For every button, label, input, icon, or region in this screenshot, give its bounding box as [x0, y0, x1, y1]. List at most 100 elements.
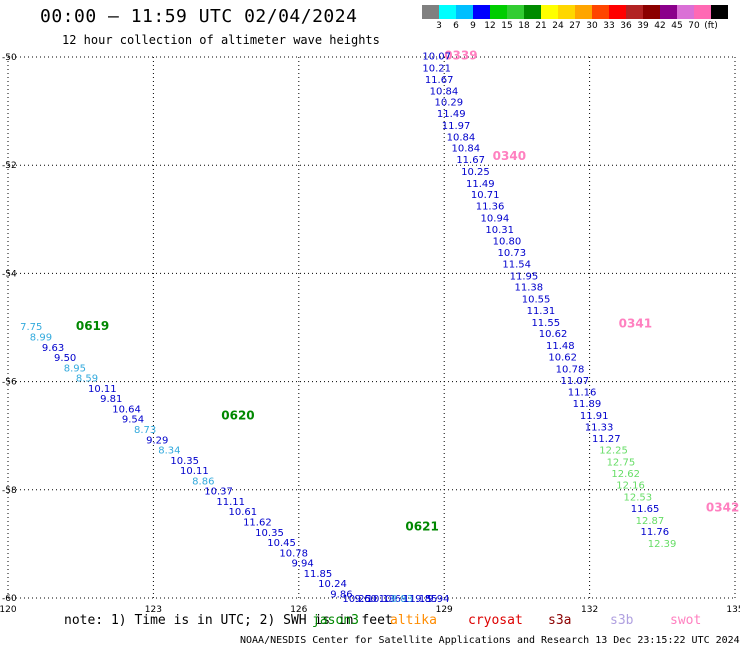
colorbar-swatch: [575, 5, 592, 19]
note-text: note: 1) Time is in UTC; 2) SWH is in fe…: [64, 613, 393, 628]
wave-height-label: 12.53: [624, 493, 653, 504]
wave-height-label: 8.83: [391, 594, 413, 605]
colorbar-tick-label: (ft): [704, 21, 718, 31]
colorbar-tick-label: 12: [484, 21, 496, 31]
wave-height-label: 8.59: [76, 374, 98, 385]
wave-height-label: 7.75: [20, 322, 42, 333]
wave-height-label: 10.24: [318, 579, 347, 590]
wave-height-label: 10.73: [498, 248, 527, 259]
x-tick-label: 123: [145, 605, 162, 615]
wave-height-label: 9.85: [415, 594, 437, 605]
y-tick-label: -58: [2, 486, 17, 496]
wave-height-label: 9.94: [427, 594, 449, 605]
wave-height-label: 11.15: [403, 594, 432, 605]
wave-height-label: 9.54: [122, 415, 144, 426]
colorbar-swatch: [694, 5, 711, 19]
wave-height-label: 11.95: [510, 271, 539, 282]
wave-height-label: 11.49: [466, 179, 495, 190]
x-tick-label: 132: [581, 605, 598, 615]
colorbar-tick-label: 42: [654, 21, 666, 31]
wave-height-label: 11.65: [631, 504, 660, 515]
wave-height-label: 11.55: [531, 318, 560, 329]
wave-height-label: 10.45: [267, 538, 296, 549]
pass-time-label: 0619: [76, 319, 109, 333]
x-tick-label: 129: [436, 605, 453, 615]
wave-height-labels: 033903400341034206190620062110.0710.2111…: [20, 49, 739, 605]
wave-height-label: 11.85: [304, 569, 333, 580]
wave-height-label: 8.34: [158, 446, 180, 457]
wave-height-label: 10.55: [522, 295, 551, 306]
colorbar-tick-label: 33: [603, 21, 615, 31]
wave-height-label: 10.71: [471, 190, 500, 201]
y-tick-label: -50: [2, 53, 17, 63]
map-axes: 120 123 126 129 132 135 -50 -52 -54 -56 -58 -60: [0, 53, 740, 615]
wave-height-label: 10.94: [481, 213, 510, 224]
colorbar-tick-label: 6: [453, 21, 459, 31]
wave-height-label: 11.49: [437, 109, 466, 120]
credit-line: NOAA/NESDIS Center for Satellite Applica…: [240, 635, 740, 646]
colorbar-swatch: [541, 5, 558, 19]
colorbar-tick-label: 9: [470, 21, 476, 31]
wave-height-label: 10.80: [493, 237, 522, 248]
colorbar-swatch: [609, 5, 626, 19]
wave-height-label: 8.73: [134, 425, 156, 436]
wave-height-label: 11.67: [456, 155, 485, 166]
wave-height-label: 12.39: [648, 539, 677, 550]
pass-time-label: 0342: [706, 500, 739, 514]
wave-height-label: 11.27: [592, 434, 621, 445]
colorbar-tick-label: 24: [552, 21, 564, 31]
colorbar-tick-label: 3: [436, 21, 442, 31]
pass-time-label: 0341: [619, 317, 652, 331]
page-subtitle: 12 hour collection of altimeter wave hei…: [62, 33, 380, 47]
x-tick-label: 120: [0, 605, 17, 615]
x-tick-label: 126: [290, 605, 307, 615]
pass-time-label: 0339: [444, 49, 477, 63]
wave-height-label: 10.35: [255, 528, 284, 539]
wave-height-label: 11.31: [527, 306, 556, 317]
colorbar-swatch: [507, 5, 524, 19]
colorbar-tick-label: 45: [671, 21, 683, 31]
wave-height-label: 9.60: [355, 594, 377, 605]
wave-height-label: 11.54: [502, 259, 531, 270]
wave-height-label: 10.84: [430, 86, 459, 97]
wave-height-label: 11.89: [573, 399, 602, 410]
colorbar-swatch: [439, 5, 456, 19]
wave-height-label: 10.84: [447, 132, 476, 143]
wave-height-label: 8.99: [30, 332, 52, 343]
colorbar-tick-label: 70: [688, 21, 700, 31]
x-tick-label: 135: [726, 605, 740, 615]
wave-height-label: 10.35: [170, 456, 199, 467]
colorbar-tick-label: 30: [586, 21, 598, 31]
wave-height-label: 10.25: [342, 594, 371, 605]
wave-height-label: 11.97: [442, 121, 471, 132]
wave-height-label: 9.63: [42, 343, 64, 354]
pass-time-label: 0620: [221, 408, 254, 422]
wave-height-label: 10.64: [112, 404, 141, 415]
wave-height-label: 10.21: [422, 64, 451, 75]
wave-height-label: 12.75: [607, 457, 636, 468]
wave-height-label: 11.91: [580, 411, 609, 422]
y-tick-label: -54: [2, 269, 17, 279]
colorbar-swatch: [643, 5, 660, 19]
satellite-name-jason3: jason3: [312, 613, 359, 628]
colorbar-tick-label: 15: [501, 21, 513, 31]
y-tick-label: -52: [2, 161, 17, 171]
wave-height-label: 10.78: [556, 364, 585, 375]
colorbar-tick-label: 39: [637, 21, 649, 31]
colorbar-tick-label: 21: [535, 21, 547, 31]
colorbar-tick-label: 27: [569, 21, 581, 31]
wave-height-label: 12.16: [616, 481, 645, 492]
wave-height-label: 9.29: [146, 435, 168, 446]
satellite-name-altika: altika: [390, 613, 437, 628]
wave-height-label: 11.36: [476, 202, 505, 213]
wave-height-label: 11.07: [561, 376, 590, 387]
wave-height-label: 11.76: [640, 527, 669, 538]
colorbar-swatch: [490, 5, 507, 19]
colorbar-tick-label: 36: [620, 21, 632, 31]
page-title: 00:00 — 11:59 UTC 02/04/2024: [40, 6, 358, 27]
wave-height-label: 10.84: [451, 144, 480, 155]
wave-height-label: 10.69: [379, 594, 408, 605]
satellite-name-s3a: s3a: [548, 613, 572, 628]
colorbar-swatch: [660, 5, 677, 19]
